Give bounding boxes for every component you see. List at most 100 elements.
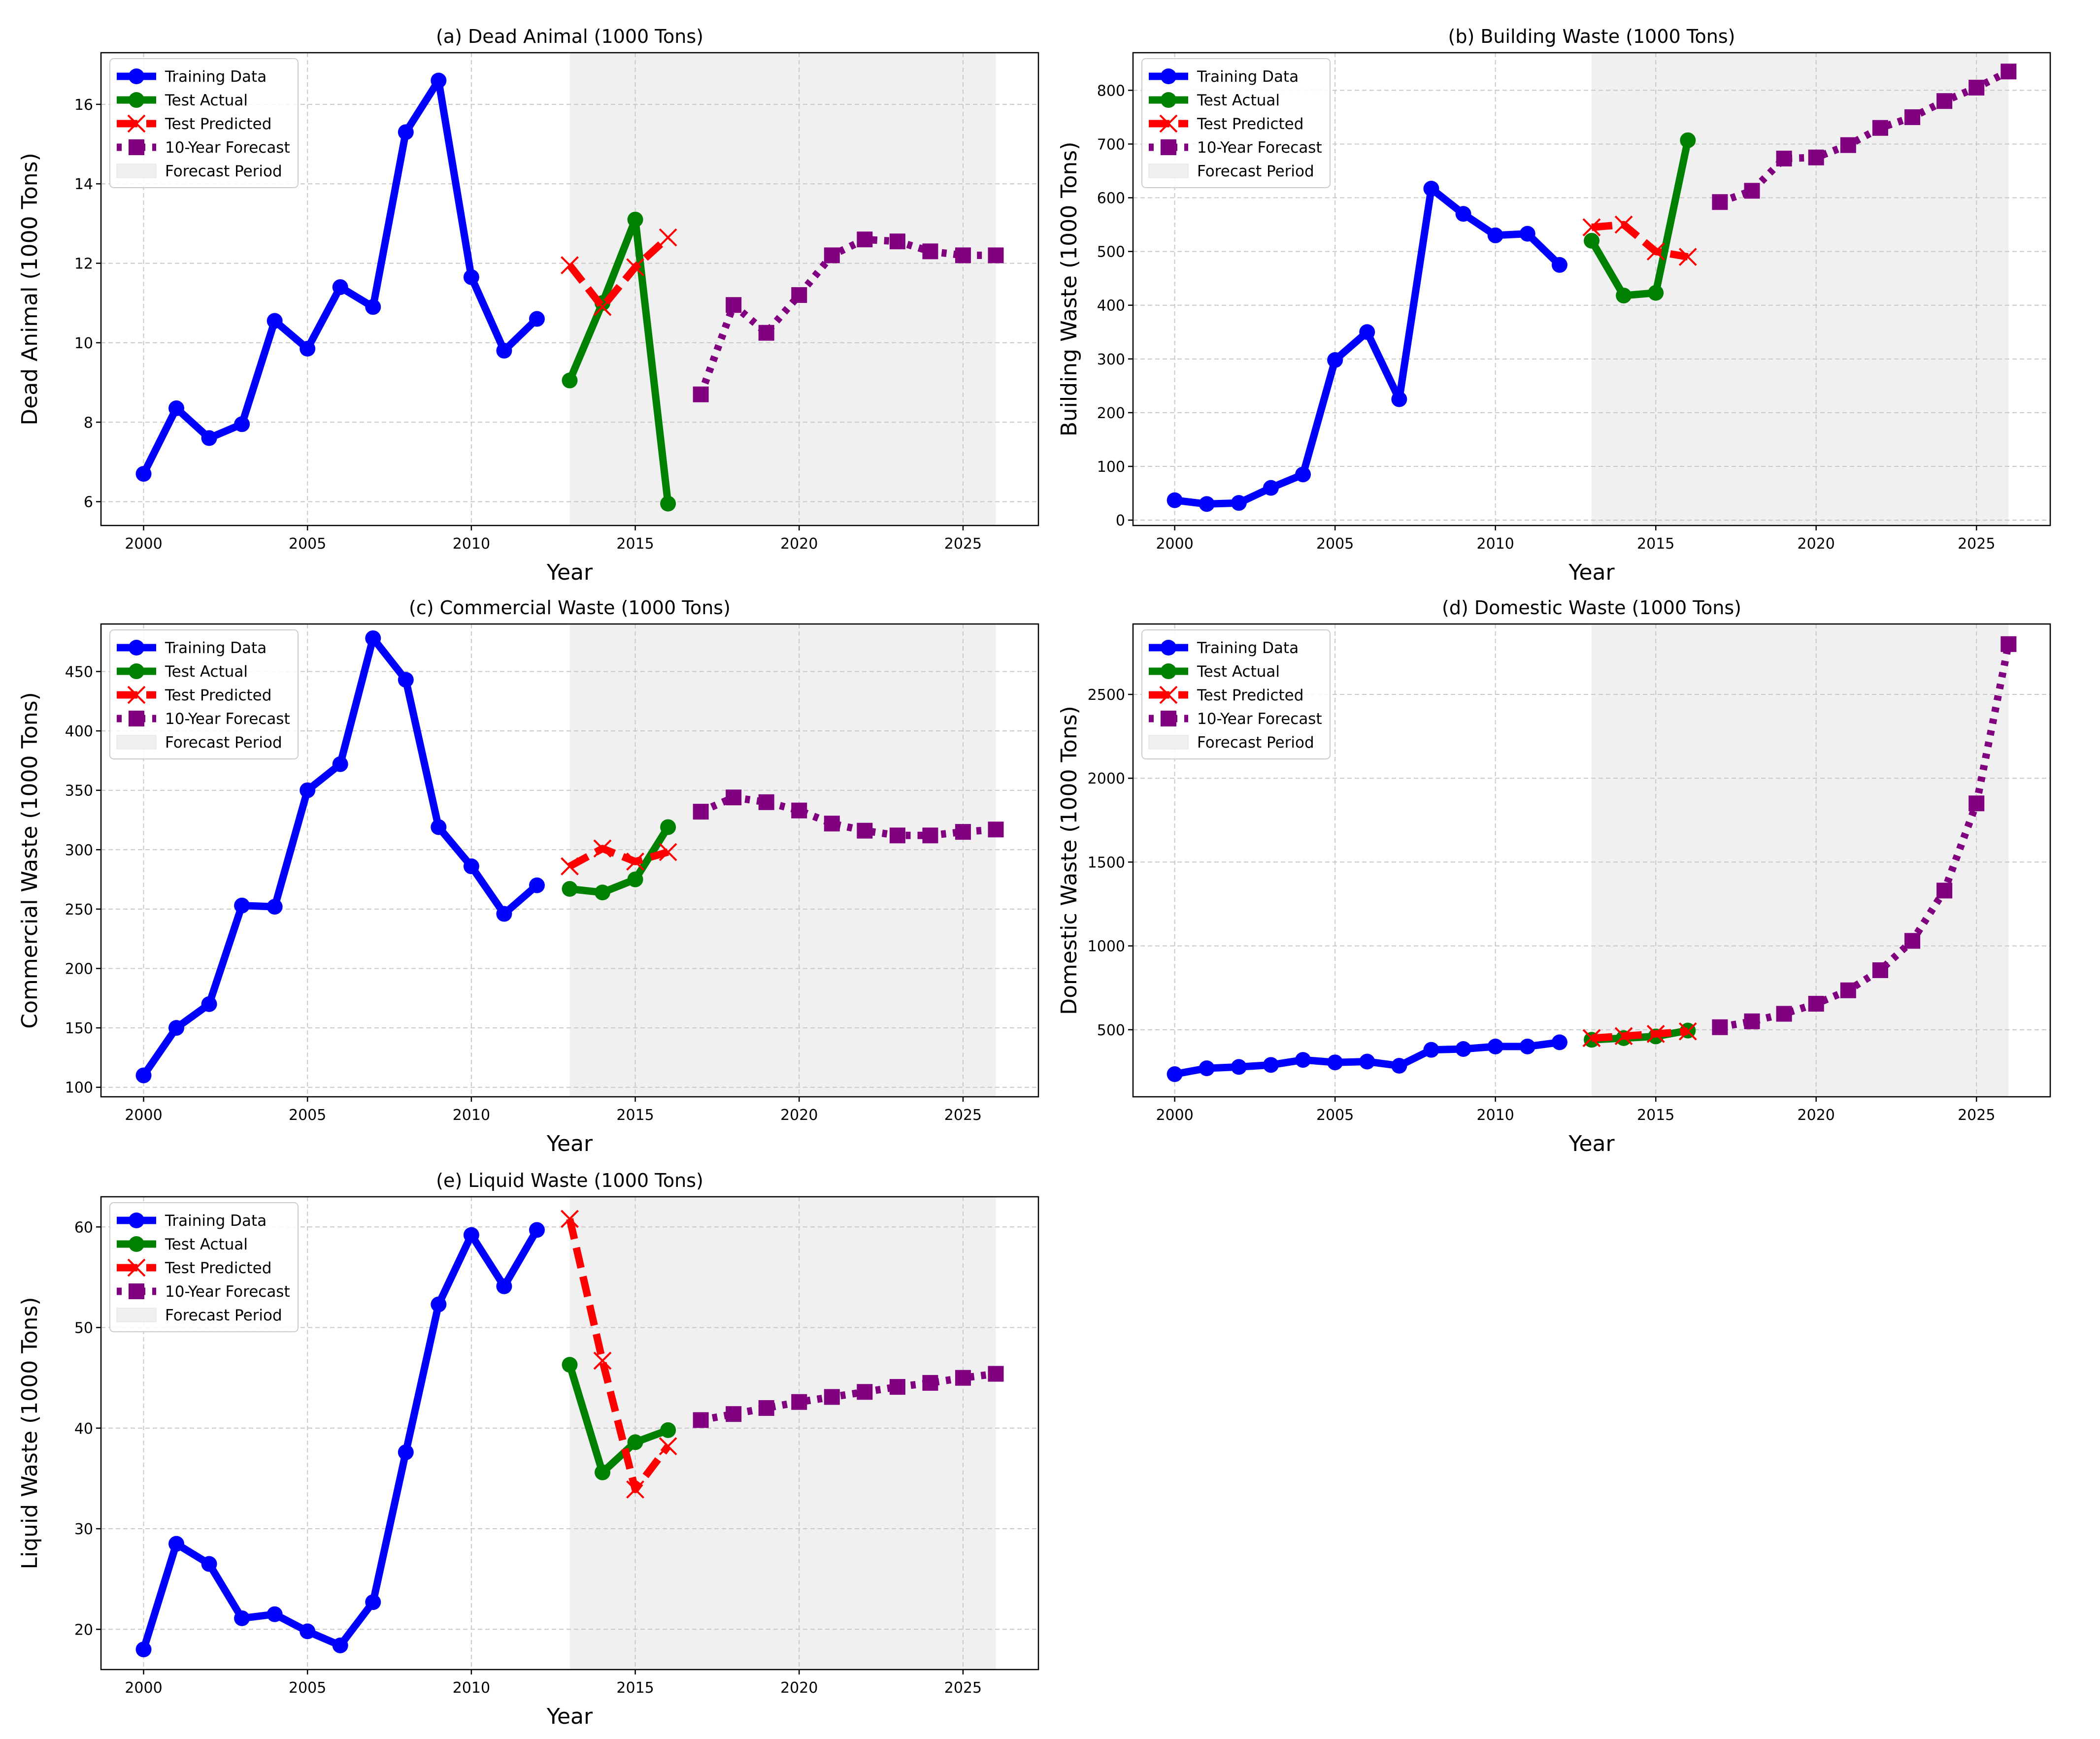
data-point: [627, 211, 643, 228]
x-tick-label: 2020: [1798, 1107, 1835, 1124]
data-point: [1614, 215, 1633, 234]
series-test-actual: [1584, 132, 1696, 304]
y-tick-label: 6: [84, 494, 93, 511]
data-point: [332, 1637, 348, 1653]
data-point: [922, 243, 938, 260]
data-point: [496, 906, 512, 922]
axes-frame: [100, 1196, 1039, 1671]
data-point: [693, 1412, 709, 1428]
data-point: [1680, 132, 1696, 148]
data-point: [332, 756, 348, 772]
series-line: [1719, 643, 2012, 1031]
data-point: [398, 1444, 414, 1460]
x-tick-label: 2015: [616, 1679, 654, 1697]
series-training: [135, 630, 545, 1083]
data-point: [1648, 285, 1664, 301]
data-point: [431, 72, 447, 89]
x-tick-label: 2000: [125, 1107, 162, 1124]
chart-title: (a) Dead Animal (1000 Tons): [436, 26, 703, 47]
y-tick-label: 400: [1097, 297, 1125, 315]
legend-marker: [129, 1236, 144, 1252]
legend-marker: [129, 68, 144, 84]
y-tick-label: 350: [65, 783, 93, 800]
data-point: [1904, 109, 1921, 125]
legend-marker: [1161, 139, 1176, 155]
data-point: [562, 372, 578, 389]
data-point: [1359, 324, 1375, 340]
x-tick-label: 2005: [1316, 535, 1354, 553]
x-axis-label: Year: [1568, 1131, 1615, 1156]
legend-label: Forecast Period: [1197, 734, 1314, 752]
data-point: [529, 877, 545, 893]
data-point: [1327, 352, 1343, 368]
data-point: [1968, 79, 1985, 96]
y-axis-label: Building Waste (1000 Tons): [1057, 142, 1082, 437]
data-point: [267, 899, 283, 915]
data-point: [824, 816, 840, 832]
data-point: [135, 1067, 152, 1083]
data-point: [1936, 883, 1953, 899]
data-point: [1199, 1060, 1215, 1077]
data-point: [1455, 206, 1471, 222]
y-tick-label: 1000: [1088, 938, 1125, 955]
y-tick-label: 100: [65, 1080, 93, 1097]
chart-title: (b) Building Waste (1000 Tons): [1448, 26, 1735, 47]
data-point: [1391, 1058, 1407, 1074]
y-tick-label: 8: [84, 414, 93, 431]
chart-panel-d: 2000 2005 2010 2015 2020 2025 500 1000 1500 2000 2…: [1057, 597, 2051, 1156]
y-axis-label: Domestic Waste (1000 Tons): [1057, 706, 1082, 1015]
data-point: [1936, 93, 1953, 109]
data-point: [496, 1278, 512, 1294]
data-point: [1744, 183, 1760, 199]
data-point: [1487, 227, 1503, 243]
legend-label: 10-Year Forecast: [165, 1283, 290, 1301]
data-point: [922, 1375, 938, 1391]
legend-marker: [127, 1258, 146, 1277]
legend-marker: [1161, 92, 1176, 108]
data-point: [135, 1641, 152, 1658]
y-tick-label: 500: [1097, 244, 1125, 261]
y-tick-label: 50: [74, 1320, 93, 1337]
data-point: [1423, 181, 1439, 197]
data-point: [627, 1434, 643, 1450]
data-point: [201, 430, 217, 446]
data-point: [1776, 1006, 1792, 1022]
x-tick-label: 2025: [944, 535, 982, 553]
legend-marker: [129, 663, 144, 679]
legend-marker: [129, 92, 144, 108]
x-axis-label: Year: [546, 560, 593, 585]
legend-label: Test Predicted: [165, 115, 271, 133]
series-training: [135, 1222, 545, 1658]
data-point: [857, 231, 873, 248]
legend-box: [109, 629, 299, 759]
data-point: [1646, 1024, 1665, 1043]
x-tick-label: 2010: [453, 1679, 490, 1697]
data-point: [431, 819, 447, 835]
series-line: [1591, 1027, 1688, 1042]
data-point: [595, 1464, 611, 1480]
y-axis-label: Commercial Waste (1000 Tons): [17, 692, 42, 1028]
legend-marker: [129, 139, 144, 155]
x-tick-label: 2025: [1958, 1107, 1995, 1124]
data-point: [758, 794, 774, 810]
x-axis-label: Year: [546, 1704, 593, 1729]
axes-frame: [1132, 623, 2051, 1098]
x-tick-label: 2020: [780, 1679, 818, 1697]
data-point: [626, 258, 644, 277]
data-point: [1808, 996, 1824, 1012]
data-point: [791, 287, 807, 303]
data-point: [1391, 391, 1407, 407]
x-tick-label: 2015: [616, 1107, 654, 1124]
legend-label: Training Data: [1197, 639, 1299, 657]
y-tick-label: 2500: [1088, 687, 1125, 704]
chart-panel-b: 2000 2005 2010 2015 2020 2025 0 100 200 300 400 500…: [1057, 26, 2051, 585]
y-tick-label: 30: [74, 1521, 93, 1538]
data-point: [1712, 194, 1728, 210]
y-tick-label: 800: [1097, 82, 1125, 99]
legend-label: Training Data: [165, 639, 267, 657]
series-forecast: [1712, 636, 2017, 1035]
legend: Training Data Test Actual Test Predicted 10…: [109, 58, 299, 188]
data-point: [1872, 120, 1888, 136]
legend-handle-forecast-period: [116, 1308, 157, 1322]
data-point: [267, 1606, 283, 1622]
